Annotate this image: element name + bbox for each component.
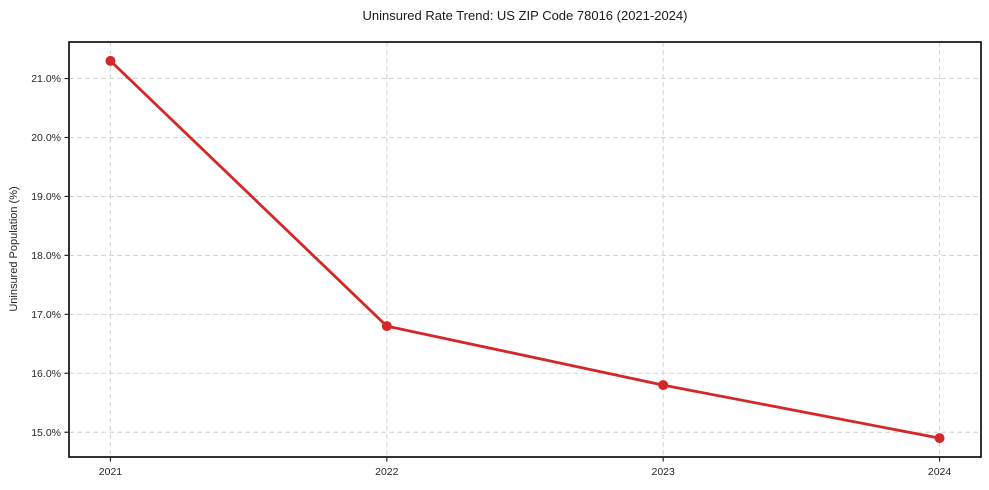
y-tick-label: 16.0% [31,368,61,380]
x-tick-label: 2022 [375,466,399,478]
y-tick-label: 18.0% [31,250,61,262]
x-tick-label: 2023 [652,466,676,478]
data-point [658,380,669,391]
y-tick-label: 20.0% [31,132,61,144]
data-point [934,433,945,444]
data-point [105,55,116,66]
trend-line [109,59,941,440]
data-point [381,321,392,332]
x-tick-label: 2021 [99,466,123,478]
y-tick-label: 15.0% [31,427,61,439]
y-tick-label: 17.0% [31,309,61,321]
plot-border [68,41,982,458]
chart-title: Uninsured Rate Trend: US ZIP Code 78016 … [362,8,688,23]
y-tick-label: 21.0% [31,73,61,85]
x-tick-label: 2024 [928,466,952,478]
y-tick-label: 19.0% [31,191,61,203]
